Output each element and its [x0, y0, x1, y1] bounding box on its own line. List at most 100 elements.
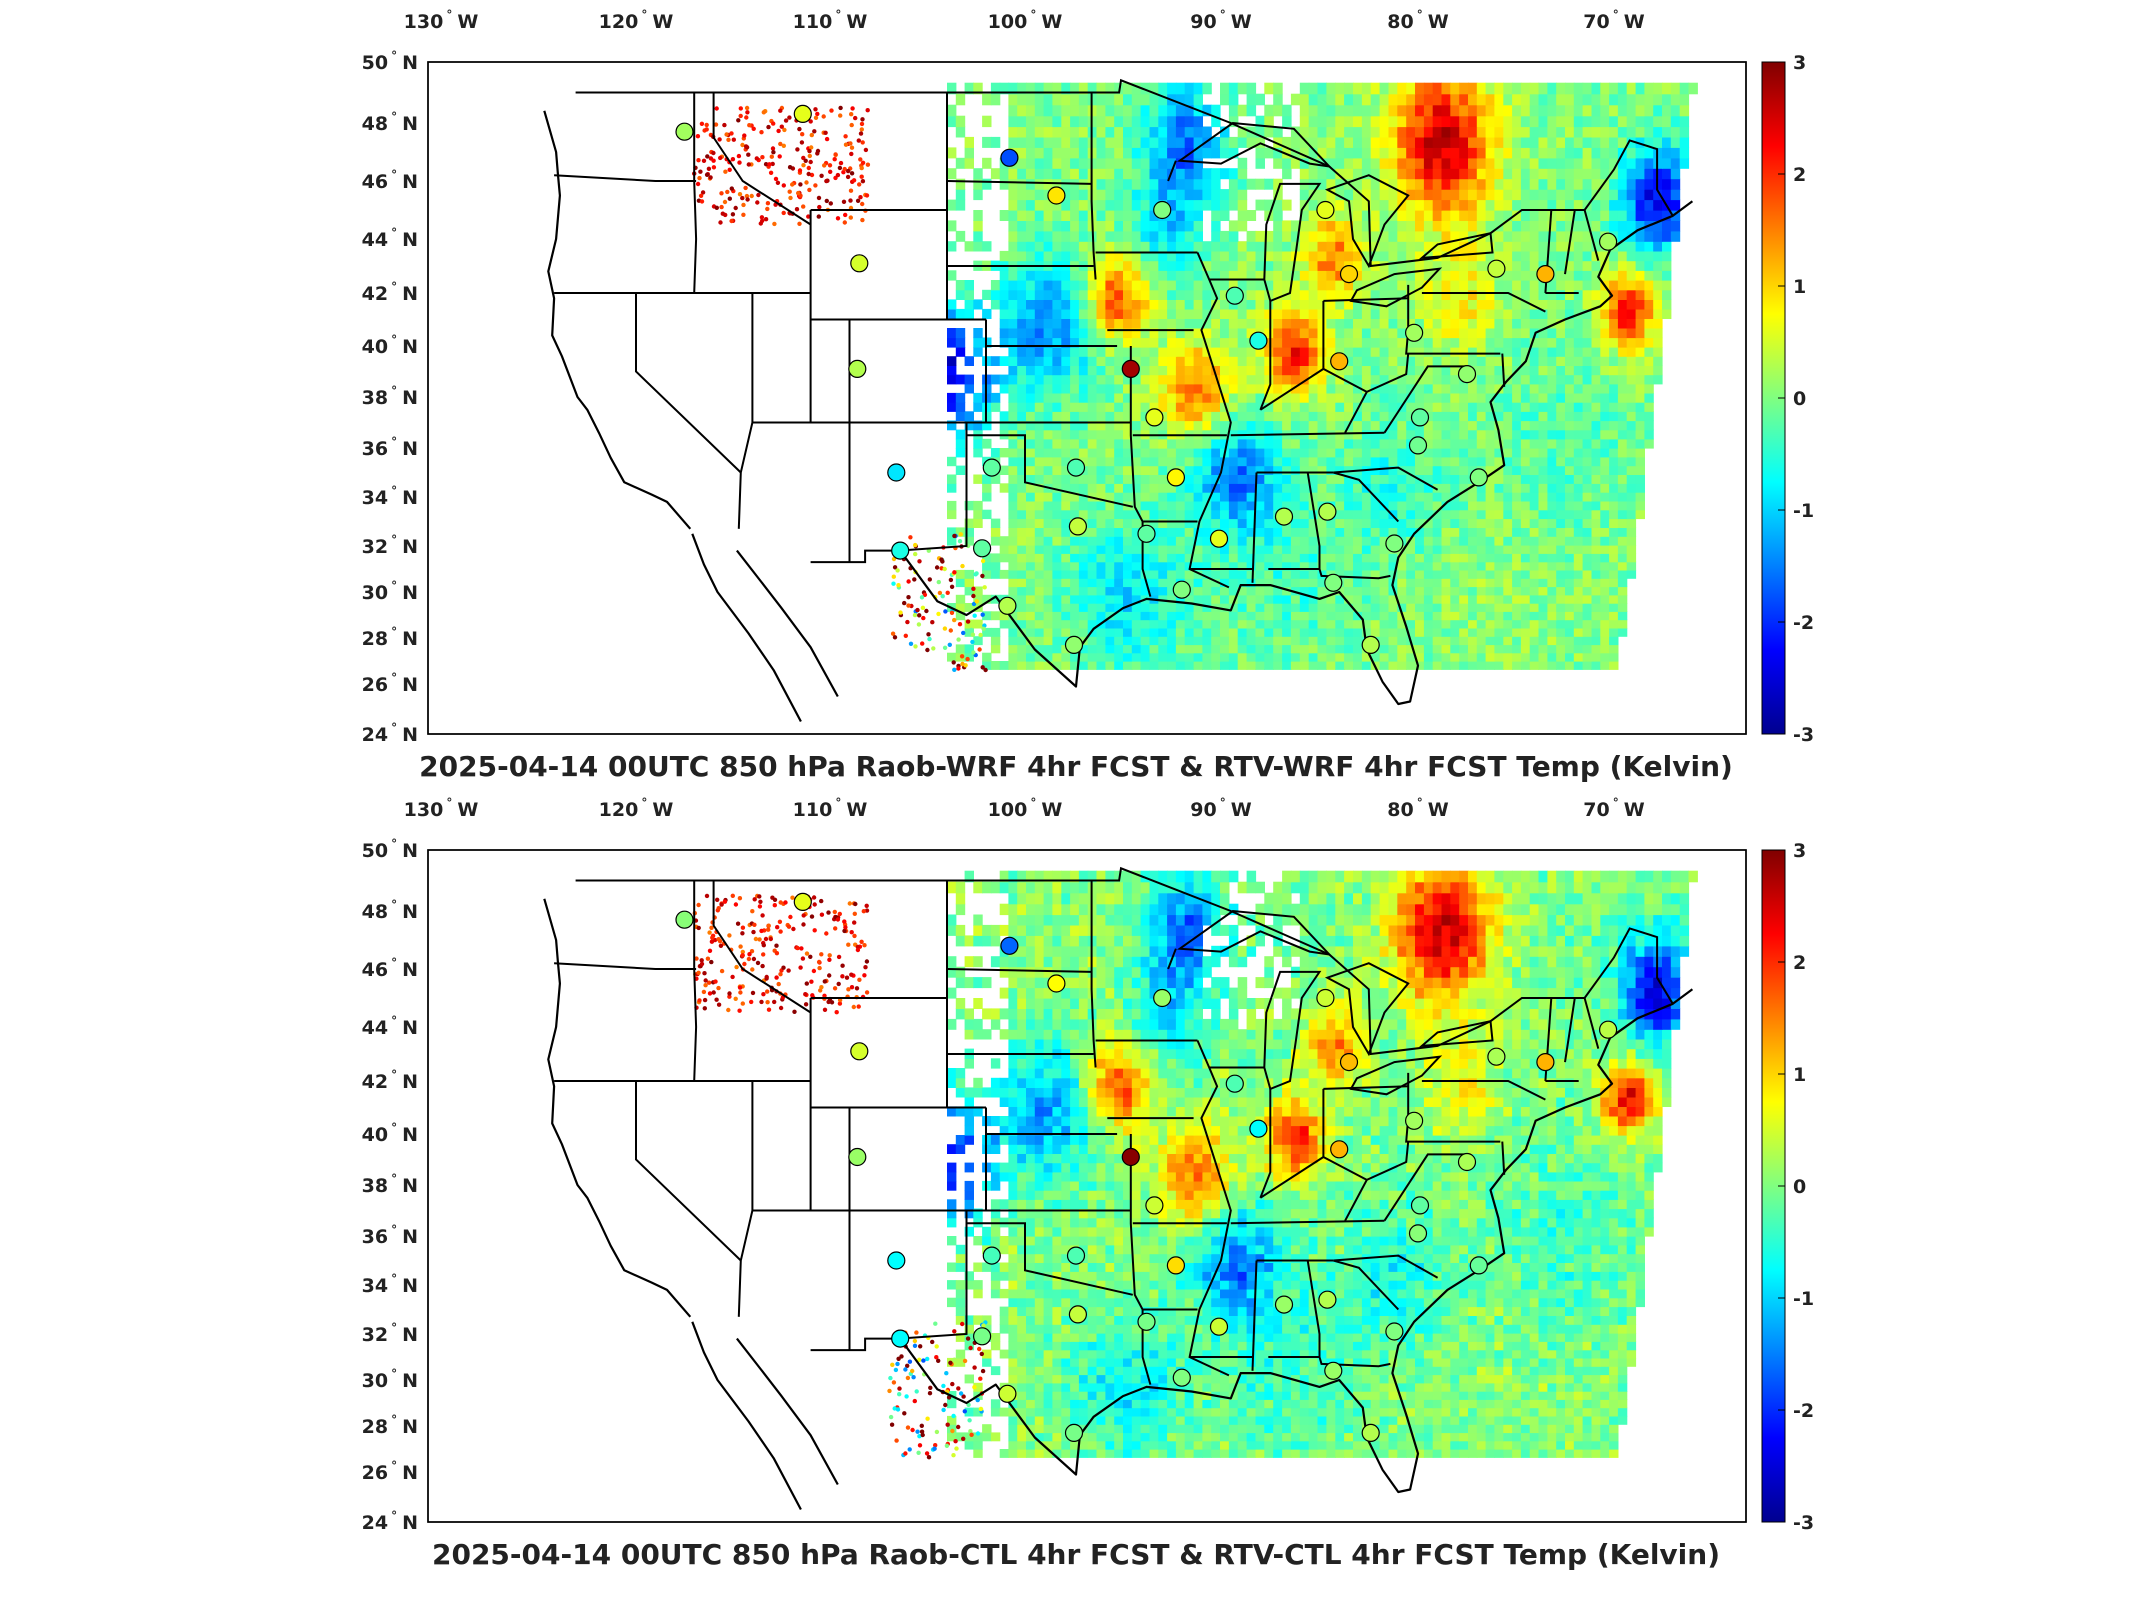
retrieval-cell — [1529, 383, 1540, 394]
retrieval-cell — [1140, 299, 1150, 310]
retrieval-cell — [1246, 280, 1257, 291]
retrieval-cell — [1335, 586, 1345, 596]
retrieval-cell — [1468, 402, 1478, 412]
retrieval-cell — [1255, 578, 1265, 588]
retrieval-cell — [1326, 474, 1336, 484]
retrieval-cell — [1361, 474, 1372, 484]
retrieval-cell — [1582, 438, 1592, 449]
retrieval-cell — [1344, 136, 1354, 148]
retrieval-cell — [1565, 337, 1575, 348]
retrieval-cell — [1494, 289, 1504, 300]
retrieval-cell — [1344, 448, 1354, 458]
retrieval-cell — [1415, 126, 1425, 138]
retrieval-cell — [1406, 210, 1416, 221]
retrieval-cell — [1573, 438, 1584, 449]
retrieval-cell — [1034, 289, 1045, 300]
retrieval-cell — [1105, 661, 1115, 670]
retrieval-cell — [1565, 619, 1575, 629]
retrieval-cell — [1547, 157, 1557, 169]
retrieval-cell — [1167, 392, 1177, 403]
retrieval-cell — [1317, 661, 1327, 670]
retrieval-speck — [744, 115, 749, 120]
retrieval-cell — [1114, 383, 1124, 394]
retrieval-cell — [1167, 82, 1177, 95]
retrieval-cell — [1600, 438, 1610, 449]
retrieval-cell — [982, 115, 992, 128]
retrieval-cell — [1105, 147, 1115, 159]
retrieval-cell — [1326, 492, 1336, 502]
retrieval-cell — [1246, 561, 1257, 571]
retrieval-cell — [1450, 260, 1460, 271]
retrieval-speck — [821, 114, 826, 119]
retrieval-cell — [1264, 374, 1274, 385]
retrieval-cell — [1228, 189, 1239, 201]
retrieval-cell — [1123, 438, 1133, 449]
retrieval-cell — [1087, 509, 1098, 520]
retrieval-cell — [1264, 438, 1274, 449]
retrieval-cell — [1520, 82, 1531, 95]
retrieval-cell — [1529, 289, 1540, 300]
retrieval-cell — [1397, 136, 1407, 148]
retrieval-cell — [1175, 318, 1186, 329]
retrieval-cell — [1600, 337, 1610, 348]
retrieval-cell — [1282, 561, 1292, 571]
retrieval-cell — [1406, 456, 1416, 467]
retrieval-cell — [1538, 438, 1548, 449]
retrieval-cell — [1123, 492, 1133, 502]
retrieval-cell — [1167, 289, 1177, 300]
retrieval-cell — [1353, 411, 1363, 422]
retrieval-cell — [1211, 474, 1221, 484]
retrieval-cell — [1415, 178, 1425, 190]
retrieval-cell — [1635, 168, 1645, 180]
retrieval-cell — [1034, 220, 1045, 232]
retrieval-cell — [1476, 392, 1487, 403]
retrieval-cell — [1140, 411, 1150, 422]
retrieval-cell — [1140, 553, 1150, 563]
retrieval-speck — [812, 129, 817, 134]
retrieval-cell — [1335, 168, 1345, 180]
retrieval-cell — [1282, 147, 1292, 159]
retrieval-cell — [1459, 337, 1469, 348]
retrieval-cell — [1556, 553, 1566, 563]
retrieval-cell — [1008, 438, 1018, 449]
retrieval-cell — [1193, 465, 1203, 475]
retrieval-cell — [1344, 438, 1354, 449]
retrieval-cell — [1556, 411, 1566, 422]
retrieval-cell — [1468, 157, 1478, 169]
retrieval-cell — [1556, 230, 1566, 242]
retrieval-cell — [1582, 147, 1592, 159]
retrieval-cell — [1591, 636, 1601, 646]
retrieval-cell — [1573, 594, 1584, 604]
retrieval-cell — [955, 429, 966, 440]
retrieval-cell — [1114, 636, 1124, 646]
retrieval-cell — [1644, 115, 1654, 128]
retrieval-cell — [955, 93, 966, 106]
retrieval-cell — [1582, 594, 1592, 604]
retrieval-cell — [1406, 289, 1416, 300]
retrieval-cell — [1468, 115, 1478, 128]
retrieval-cell — [1184, 448, 1195, 458]
retrieval-cell — [1052, 230, 1062, 242]
retrieval-cell — [1485, 527, 1495, 537]
retrieval-speck — [813, 115, 819, 121]
retrieval-cell — [1052, 270, 1062, 281]
retrieval-cell — [973, 636, 983, 646]
retrieval-cell — [1388, 168, 1398, 180]
retrieval-cell — [1202, 199, 1212, 211]
retrieval-cell — [1246, 93, 1257, 106]
retrieval-cell — [1512, 157, 1522, 169]
retrieval-cell — [1459, 299, 1469, 310]
retrieval-speck — [828, 201, 833, 206]
retrieval-cell — [1353, 337, 1363, 348]
retrieval-cell — [1184, 383, 1195, 394]
retrieval-cell — [1388, 347, 1398, 357]
retrieval-cell — [1237, 402, 1248, 412]
retrieval-cell — [1034, 230, 1045, 242]
retrieval-cell — [1246, 411, 1257, 422]
retrieval-cell — [1158, 93, 1168, 106]
retrieval-cell — [1140, 104, 1150, 117]
retrieval-cell — [1273, 603, 1283, 612]
retrieval-cell — [1061, 527, 1071, 537]
retrieval-speck — [717, 137, 722, 142]
retrieval-cell — [1008, 280, 1018, 291]
